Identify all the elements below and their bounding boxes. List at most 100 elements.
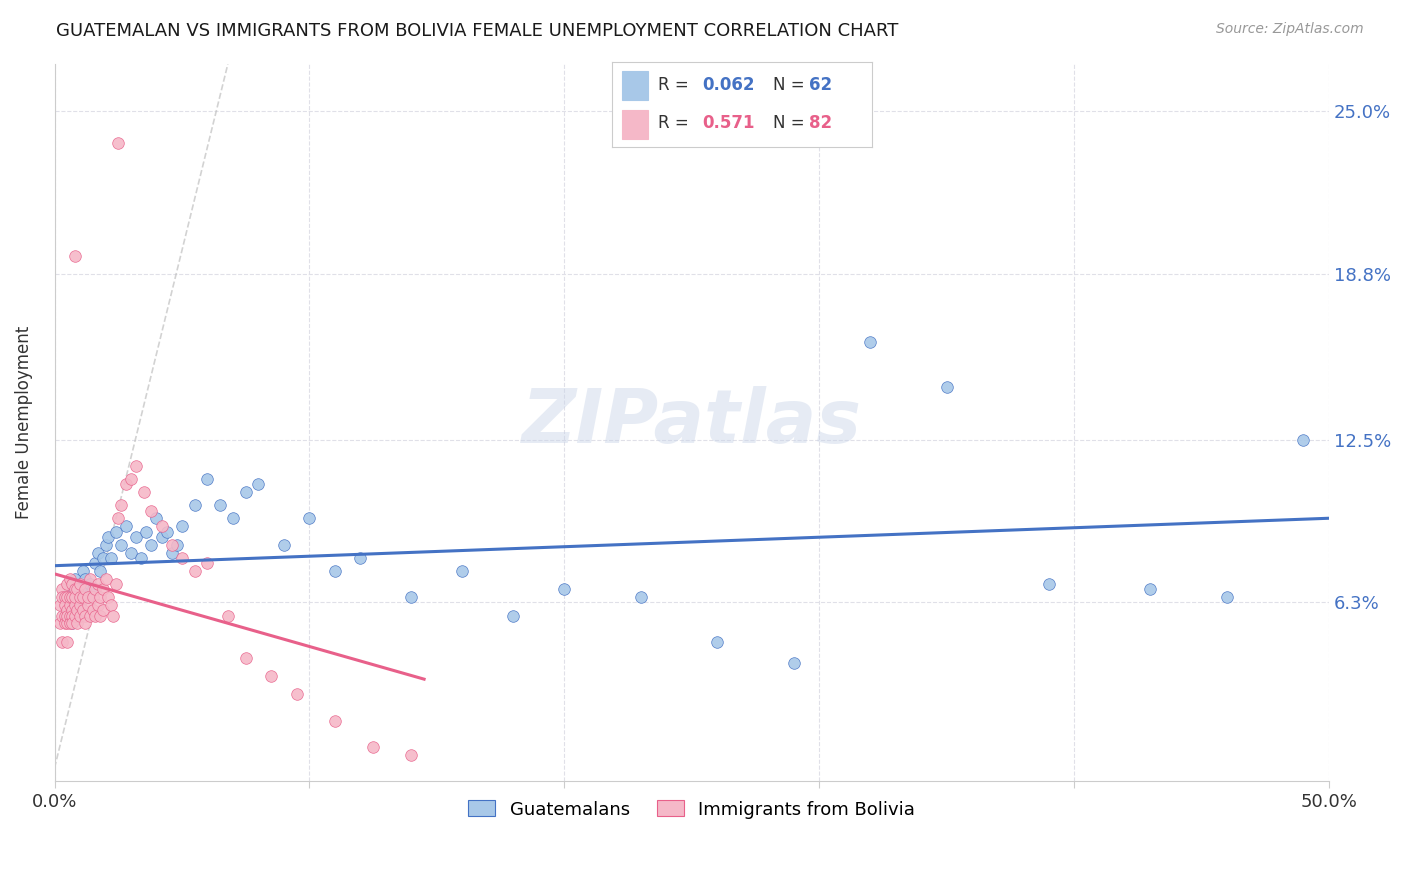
Point <box>60 616 83 631</box>
Point <box>1038 577 1060 591</box>
Point <box>53 616 76 631</box>
Point <box>59 598 82 612</box>
Point <box>66 603 89 617</box>
Point <box>183 564 205 578</box>
Bar <box>621 110 648 139</box>
Point <box>82 603 104 617</box>
Text: ZIPatlas: ZIPatlas <box>522 386 862 459</box>
Point <box>66 616 89 631</box>
Point <box>76 590 98 604</box>
Point <box>63 608 86 623</box>
Point <box>115 477 138 491</box>
Point <box>125 530 148 544</box>
Point <box>60 577 83 591</box>
Point <box>79 577 101 591</box>
Point <box>53 590 76 604</box>
Point <box>273 538 295 552</box>
Point <box>63 598 86 612</box>
Point <box>150 519 173 533</box>
Point <box>110 498 132 512</box>
Text: R =: R = <box>658 114 700 132</box>
Point <box>56 603 79 617</box>
Point <box>75 608 97 623</box>
Point <box>89 590 111 604</box>
Bar <box>621 71 648 100</box>
Point <box>125 458 148 473</box>
Point <box>66 582 89 597</box>
Point <box>141 503 163 517</box>
Text: 62: 62 <box>810 77 832 95</box>
Point <box>59 616 82 631</box>
Point <box>56 616 79 631</box>
Point <box>63 249 86 263</box>
Point <box>135 524 157 539</box>
Point <box>502 608 524 623</box>
Text: 0.062: 0.062 <box>703 77 755 95</box>
Point <box>84 582 107 597</box>
Point <box>79 608 101 623</box>
Point <box>69 598 91 612</box>
Point <box>160 538 183 552</box>
Point <box>51 608 73 623</box>
Y-axis label: Female Unemployment: Female Unemployment <box>15 326 32 519</box>
Point <box>97 530 120 544</box>
Point <box>59 582 82 597</box>
Point <box>76 598 98 612</box>
Point <box>209 498 232 512</box>
Point <box>91 550 114 565</box>
Point <box>217 608 239 623</box>
Point <box>69 608 91 623</box>
Text: N =: N = <box>773 114 810 132</box>
Point <box>115 519 138 533</box>
Point <box>100 598 122 612</box>
Point <box>145 511 167 525</box>
Point <box>53 590 76 604</box>
Point <box>75 616 97 631</box>
Point <box>630 590 652 604</box>
Text: 0.571: 0.571 <box>703 114 755 132</box>
Point <box>89 608 111 623</box>
Point <box>60 608 83 623</box>
Point <box>361 739 384 754</box>
Point <box>349 550 371 565</box>
Point <box>51 590 73 604</box>
Point <box>183 498 205 512</box>
Point <box>150 530 173 544</box>
Point <box>285 687 308 701</box>
Point <box>91 582 114 597</box>
Point <box>87 545 110 559</box>
Point <box>56 603 79 617</box>
Point <box>129 550 152 565</box>
Point <box>56 635 79 649</box>
Legend: Guatemalans, Immigrants from Bolivia: Guatemalans, Immigrants from Bolivia <box>461 793 922 826</box>
Point <box>235 485 257 500</box>
Point <box>94 572 117 586</box>
Point <box>56 608 79 623</box>
Point <box>51 635 73 649</box>
Point <box>66 608 89 623</box>
Point <box>132 485 155 500</box>
Point <box>56 577 79 591</box>
Point <box>110 538 132 552</box>
Text: 82: 82 <box>810 114 832 132</box>
Point <box>84 608 107 623</box>
Point <box>63 590 86 604</box>
Point <box>1139 582 1161 597</box>
Point <box>56 590 79 604</box>
Point <box>91 603 114 617</box>
Text: N =: N = <box>773 77 810 95</box>
Point <box>53 598 76 612</box>
Point <box>100 550 122 565</box>
Point <box>197 556 219 570</box>
Point <box>53 608 76 623</box>
Point <box>87 577 110 591</box>
Point <box>66 603 89 617</box>
Point <box>101 608 124 623</box>
Point <box>75 572 97 586</box>
Point <box>72 564 94 578</box>
Point <box>401 590 423 604</box>
Point <box>156 524 179 539</box>
Point <box>107 511 129 525</box>
Point <box>59 608 82 623</box>
Point <box>323 714 346 728</box>
